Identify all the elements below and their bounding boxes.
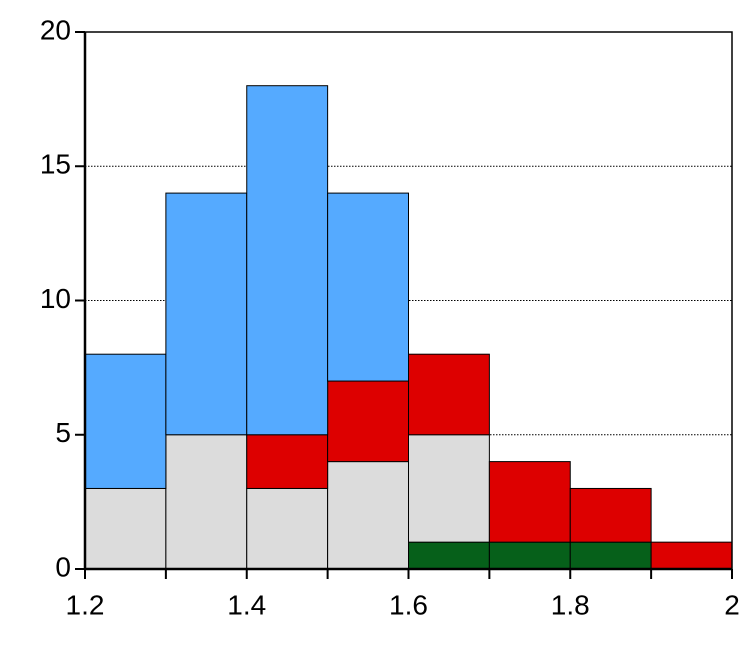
x-tick-label: 2: [724, 589, 740, 620]
bar: [246, 85, 329, 436]
x-tick-label: 1.6: [389, 589, 428, 620]
y-tick-label: 20: [40, 14, 71, 45]
bar: [408, 434, 490, 543]
bar: [569, 487, 652, 543]
bar: [327, 192, 409, 382]
y-tick-label: 5: [55, 417, 71, 448]
y-tick-label: 15: [40, 149, 71, 180]
bar: [246, 434, 329, 489]
bar: [84, 353, 167, 489]
bar: [488, 461, 571, 543]
x-tick-label: 1.4: [227, 589, 266, 620]
bar: [408, 541, 490, 570]
bar: [488, 541, 571, 570]
bar: [327, 461, 409, 570]
bar: [165, 434, 248, 570]
bar: [246, 487, 329, 570]
bar: [569, 541, 652, 570]
x-tick-label: 1.8: [551, 589, 590, 620]
bar: [408, 353, 490, 436]
bar: [650, 541, 733, 570]
x-tick-label: 1.2: [66, 589, 105, 620]
y-tick-label: 0: [55, 551, 71, 582]
y-tick-label: 10: [40, 283, 71, 314]
bar: [84, 487, 167, 570]
bar: [165, 192, 248, 436]
bar: [327, 380, 409, 463]
